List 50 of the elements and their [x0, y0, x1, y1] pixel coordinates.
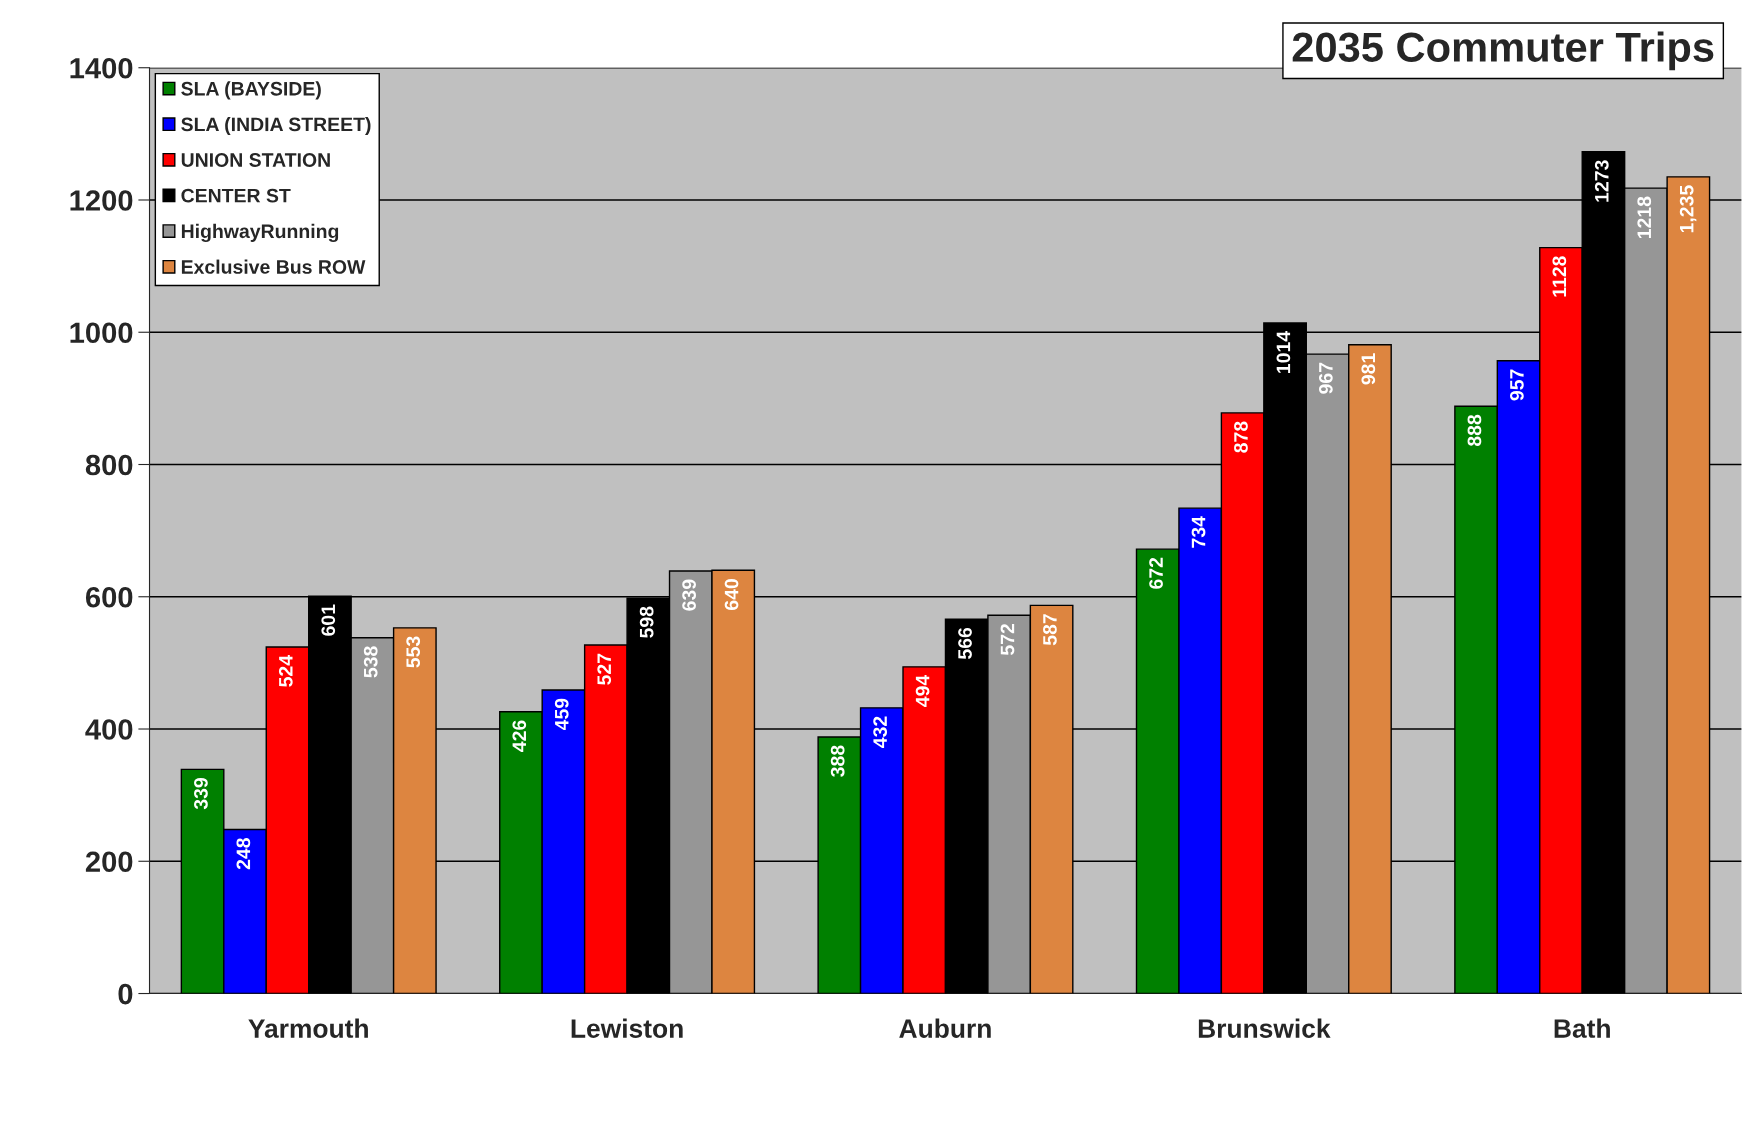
y-tick-label: 800: [85, 454, 133, 476]
data-label: 388: [830, 745, 845, 777]
x-tick-label: Bath: [1554, 1018, 1610, 1038]
data-label: 640: [724, 579, 739, 610]
data-label: 426: [512, 720, 527, 752]
data-label: 672: [1149, 557, 1163, 589]
legend-label: CENTER ST: [181, 188, 291, 203]
data-label: 981: [1361, 353, 1376, 385]
legend-label: UNION STATION: [181, 153, 330, 167]
legend-label: HighwayRunning: [181, 223, 339, 243]
legend-label: SLA (INDIA STREET): [181, 116, 371, 136]
data-label: 459: [554, 698, 569, 731]
y-tick-label: 600: [85, 586, 133, 608]
y-tick-label: 1000: [70, 322, 133, 344]
data-label: 524: [278, 655, 293, 687]
data-label: 1,235: [1679, 185, 1697, 233]
y-tick-label: 1400: [70, 57, 133, 79]
y-tick-label: 400: [85, 719, 133, 740]
data-label: 248: [236, 838, 251, 870]
x-tick-label: Brunswick: [1198, 1018, 1331, 1038]
data-label: 1014: [1276, 331, 1291, 373]
chart-title: 2035 Commuter Trips: [1292, 31, 1714, 71]
x-tick-label: Lewiston: [571, 1018, 683, 1038]
data-label: 432: [873, 716, 888, 748]
data-label: 494: [915, 674, 930, 707]
data-label: 967: [1318, 362, 1333, 394]
data-label: 888: [1467, 414, 1482, 447]
data-label: 553: [406, 636, 421, 668]
x-tick-label: Auburn: [899, 1018, 991, 1038]
legend-label: Exclusive Bus ROW: [181, 259, 366, 274]
data-label: 598: [639, 606, 654, 638]
y-tick-label: 0: [118, 983, 133, 1005]
data-label: 878: [1234, 421, 1248, 453]
data-label: 639: [682, 579, 697, 611]
data-label: 957: [1510, 369, 1524, 401]
data-label: 1273: [1594, 160, 1609, 202]
data-label: 572: [1000, 623, 1015, 656]
data-label: 339: [194, 778, 208, 810]
y-tick-label: 200: [85, 851, 133, 873]
data-label: 566: [958, 627, 972, 660]
legend-label: SLA (BAYSIDE): [181, 81, 321, 100]
data-label: 734: [1191, 516, 1206, 548]
data-label: 1218: [1637, 196, 1652, 239]
data-label: 601: [321, 604, 336, 636]
data-label: 527: [597, 653, 612, 685]
data-label: 538: [363, 646, 378, 678]
x-tick-label: Yarmouth: [248, 1018, 368, 1038]
y-tick-label: 1200: [70, 190, 133, 211]
data-label: 587: [1043, 614, 1057, 646]
data-label: 1128: [1552, 256, 1567, 297]
